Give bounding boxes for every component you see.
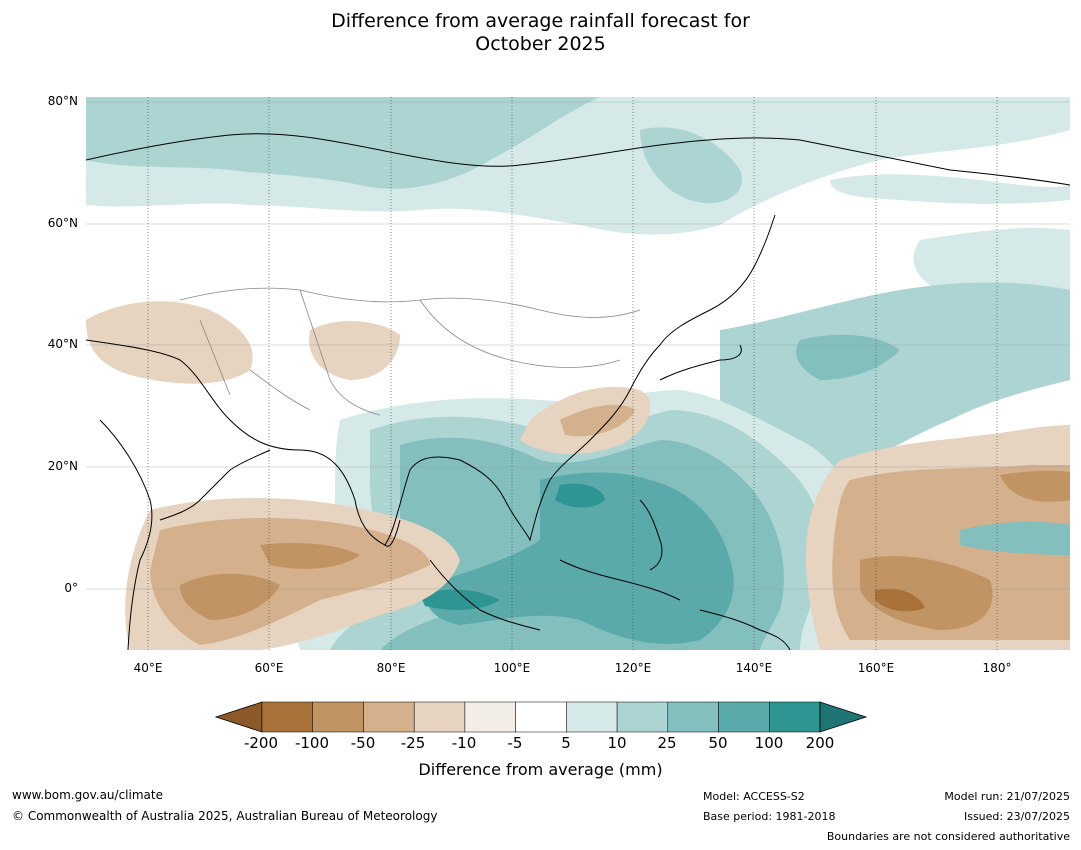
lon-label-140e: 140°E bbox=[735, 661, 773, 675]
colorbar-tick-11: 100 bbox=[754, 734, 784, 752]
colorbar-tick-12: 200 bbox=[805, 734, 835, 752]
colorbar-tick-6: -5 bbox=[507, 734, 523, 752]
colorbar-tick-8: 10 bbox=[607, 734, 627, 752]
colorbar-swatch bbox=[769, 701, 821, 733]
lat-label-0: 0° bbox=[64, 581, 78, 595]
colorbar-tick-2: -100 bbox=[294, 734, 330, 752]
footer-url[interactable]: www.bom.gov.au/climate bbox=[12, 788, 163, 802]
colorbar-swatch bbox=[312, 701, 364, 733]
lon-label-100e: 100°E bbox=[493, 661, 531, 675]
colorbar-swatch bbox=[718, 701, 770, 733]
coastlines bbox=[86, 133, 1070, 650]
colorbar-tick-1: -200 bbox=[243, 734, 279, 752]
colorbar-tick-4: -25 bbox=[400, 734, 426, 752]
colorbar-tick-7: 5 bbox=[561, 734, 571, 752]
lon-label-180: 180° bbox=[982, 661, 1012, 675]
colorbar bbox=[214, 701, 868, 733]
colorbar-tick-5: -10 bbox=[451, 734, 477, 752]
colorbar-title: Difference from average (mm) bbox=[418, 760, 663, 779]
title-line-2: October 2025 bbox=[475, 33, 606, 55]
colorbar-swatch bbox=[261, 701, 313, 733]
colorbar-tick-10: 50 bbox=[708, 734, 728, 752]
colorbar-swatch bbox=[515, 701, 567, 733]
lat-label-60: 60°N bbox=[47, 216, 78, 230]
anomaly-indian-ocean-brown-dark bbox=[180, 573, 280, 620]
lat-label-20: 20°N bbox=[47, 459, 78, 473]
anomaly-central-asia-brown-2 bbox=[309, 320, 400, 380]
anomaly-north-pacific-mid bbox=[720, 282, 1070, 480]
anomaly-pacific-brown-east bbox=[1000, 470, 1070, 502]
footer-model: Model: ACCESS-S2 bbox=[703, 790, 805, 803]
forecast-map bbox=[86, 97, 1070, 650]
latitude-gridlines bbox=[86, 101, 1070, 590]
footer-issued: Issued: 23/07/2025 bbox=[963, 810, 1070, 823]
longitude-gridlines bbox=[147, 97, 998, 650]
anomaly-arctic-east bbox=[830, 174, 1070, 204]
footer-model-run: Model run: 21/07/2025 bbox=[944, 790, 1070, 803]
colorbar-tick-3: -50 bbox=[350, 734, 376, 752]
country-borders bbox=[179, 287, 641, 416]
colorbar-swatch bbox=[616, 701, 669, 733]
lon-label-120e: 120°E bbox=[614, 661, 652, 675]
colorbar-swatch bbox=[363, 701, 415, 733]
anomaly-north-pacific-dark bbox=[796, 334, 900, 380]
anomaly-asia-tropics-core bbox=[555, 483, 605, 508]
anomaly-pacific-teal-band bbox=[960, 521, 1070, 555]
colorbar-swatch bbox=[413, 701, 466, 733]
lon-label-60e: 60°E bbox=[254, 661, 284, 675]
anomaly-indian-ocean-core bbox=[420, 589, 500, 610]
anomaly-pacific-brown-darker bbox=[875, 588, 925, 612]
lon-label-80e: 80°E bbox=[376, 661, 406, 675]
colorbar-swatch bbox=[566, 701, 618, 733]
anomaly-arctic-mid-2 bbox=[640, 127, 742, 204]
colorbar-swatch bbox=[464, 701, 516, 733]
anomaly-central-asia-brown bbox=[86, 301, 253, 384]
anomaly-asia-tropics-darker bbox=[426, 472, 734, 644]
anomaly-south-china-brown-mid bbox=[560, 404, 635, 437]
colorbar-arrow-low bbox=[214, 701, 263, 733]
lon-label-40e: 40°E bbox=[133, 661, 163, 675]
title-line-1: Difference from average rainfall forecas… bbox=[331, 10, 750, 32]
colorbar-tick-9: 25 bbox=[657, 734, 677, 752]
colorbar-arrow-high bbox=[819, 701, 868, 733]
anomaly-arabian-brown bbox=[260, 543, 360, 569]
anomaly-pacific-brown-dark bbox=[860, 556, 993, 630]
footer-base-period: Base period: 1981-2018 bbox=[703, 810, 836, 823]
footer-copyright: © Commonwealth of Australia 2025, Austra… bbox=[12, 809, 438, 823]
map-title: Difference from average rainfall forecas… bbox=[0, 10, 1081, 56]
lat-label-40: 40°N bbox=[47, 337, 78, 351]
lat-label-80: 80°N bbox=[47, 94, 78, 108]
lon-label-160e: 160°E bbox=[857, 661, 895, 675]
colorbar-swatch bbox=[667, 701, 719, 733]
footer-disclaimer: Boundaries are not considered authoritat… bbox=[826, 830, 1070, 843]
